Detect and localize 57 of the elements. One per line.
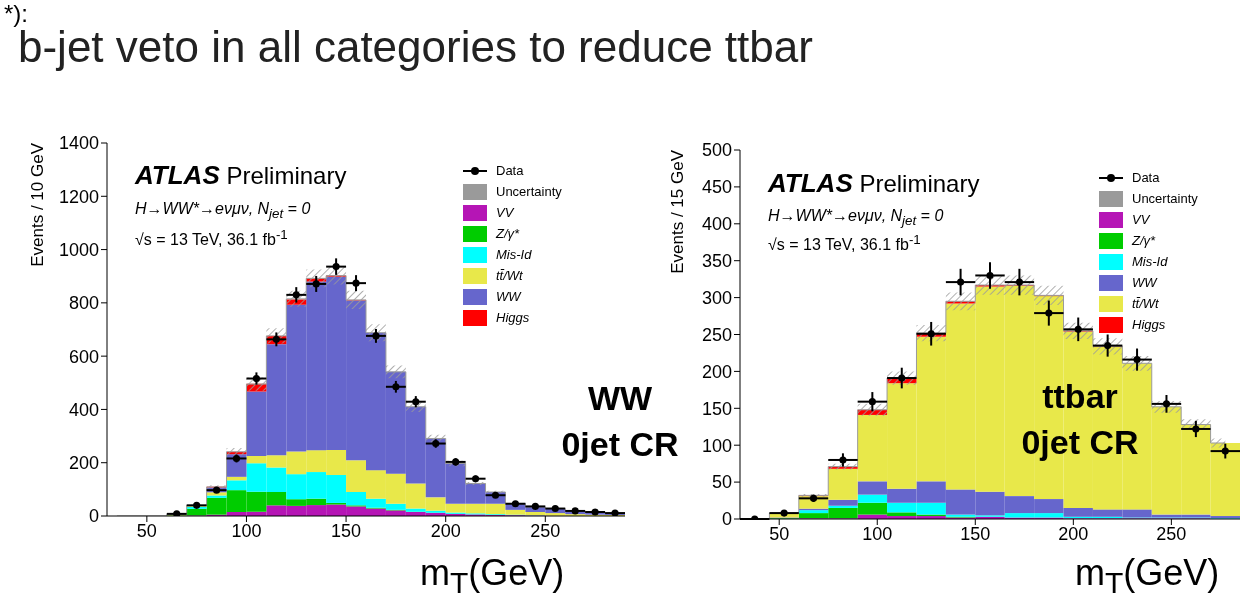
y-tick-label: 400 [701, 214, 732, 235]
x-tick-label: 200 [1058, 523, 1089, 544]
annotation: ATLAS Preliminary [768, 168, 980, 198]
legend-label: VV [496, 204, 514, 222]
legend-label: Higgs [496, 309, 530, 327]
y-axis-title: Events / 10 GeV [28, 142, 47, 267]
annotation: ttbar 0jet CR [1021, 377, 1139, 461]
y-axis-title: Events / 15 GeV [668, 149, 687, 274]
x-tick-label: 50 [769, 523, 790, 544]
x-tick-label: 150 [960, 523, 991, 544]
annotation: ATLAS Preliminary [135, 160, 347, 190]
y-tick-label: 200 [68, 453, 99, 474]
x-tick-label: 100 [231, 520, 262, 541]
y-tick-label: 50 [711, 472, 732, 493]
legend-label: Z/γ* [496, 225, 520, 243]
y-tick-label: 300 [701, 287, 732, 308]
legend-label: Data [1132, 169, 1160, 187]
y-tick-label: 250 [701, 324, 732, 345]
legend-label: tt̄/Wt [496, 267, 523, 285]
x-tick-label: 200 [430, 520, 461, 541]
legend-label: Uncertainty [496, 183, 562, 201]
legend-label: WW [1132, 274, 1157, 292]
y-tick-label: 1200 [58, 186, 99, 207]
y-tick-label: 600 [68, 346, 99, 367]
x-tick-label: 250 [1156, 523, 1187, 544]
x-tick-label: 50 [136, 520, 157, 541]
annotation: √s = 13 TeV, 36.1 fb$^{-1}$ [135, 227, 288, 249]
y-tick-label: 0 [721, 509, 732, 530]
y-tick-label: 150 [701, 398, 732, 419]
legend-label: Higgs [1132, 316, 1166, 334]
legend-label: Uncertainty [1132, 190, 1198, 208]
x-axis-title: m$_{T}$(GeV) [420, 552, 565, 597]
legend-label: Z/γ* [1132, 232, 1156, 250]
legend-label: WW [496, 288, 521, 306]
legend-label: tt̄/Wt [1132, 295, 1159, 313]
legend-label: Mis-Id [1132, 253, 1168, 271]
y-tick-label: 500 [701, 140, 732, 161]
y-tick-label: 100 [701, 435, 732, 456]
x-tick-label: 250 [530, 520, 561, 541]
y-tick-label: 1000 [58, 239, 99, 260]
y-tick-label: 450 [701, 177, 732, 198]
annotation: √s = 13 TeV, 36.1 fb$^{-1}$ [768, 232, 921, 254]
y-tick-label: 400 [68, 399, 99, 420]
y-tick-label: 800 [68, 293, 99, 314]
annotation: H→WW*→eνμν, N$_{jet}$ = 0 [135, 200, 311, 222]
x-tick-label: 100 [862, 523, 893, 544]
legend-label: Mis-Id [496, 246, 532, 264]
legend-label: Data [496, 162, 524, 180]
y-tick-label: 200 [701, 361, 732, 382]
y-tick-label: 1400 [58, 133, 99, 154]
annotation: H→WW*→eνμν, N$_{jet}$ = 0 [768, 207, 944, 229]
x-tick-label: 150 [331, 520, 362, 541]
legend-label: VV [1132, 211, 1150, 229]
annotation: WW 0jet CR [561, 379, 679, 463]
y-tick-label: 350 [701, 251, 732, 272]
x-axis-title: m$_{T}$(GeV) [1075, 552, 1220, 597]
y-tick-label: 0 [88, 506, 99, 527]
